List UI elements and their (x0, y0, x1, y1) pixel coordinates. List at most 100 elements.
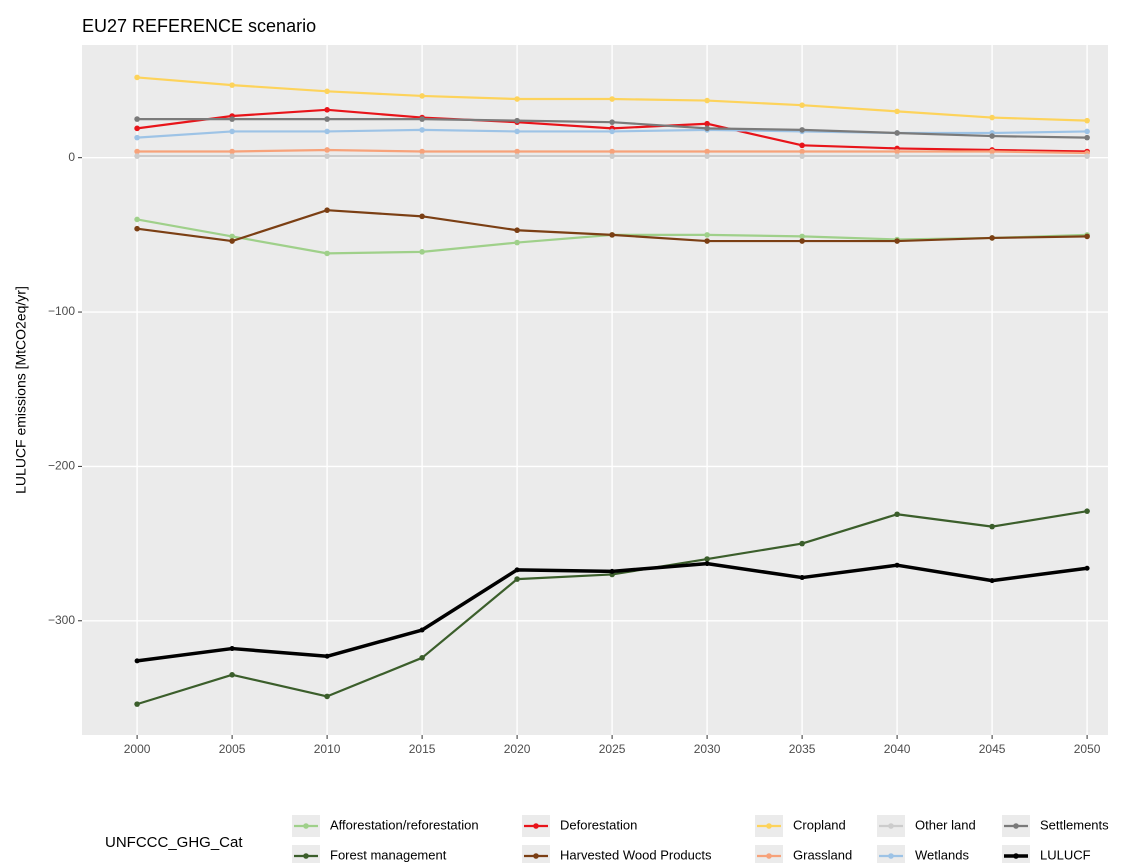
series (134, 116, 1090, 141)
data-point (324, 653, 330, 659)
legend-item: Forest management (292, 845, 447, 863)
data-point (134, 225, 140, 232)
data-point (514, 96, 520, 102)
data-point (799, 233, 805, 240)
data-point (799, 127, 805, 133)
data-point (324, 128, 330, 135)
y-tick-label: −100 (48, 304, 75, 318)
legend-label: Grassland (793, 847, 852, 862)
data-point (704, 561, 710, 567)
data-point (799, 102, 805, 109)
data-point (704, 556, 710, 562)
legend-key-point (303, 853, 309, 859)
data-point (894, 148, 900, 155)
data-point (799, 238, 805, 244)
legend-item: Harvested Wood Products (522, 845, 712, 863)
legend-key-point (1013, 853, 1019, 859)
data-point (514, 239, 520, 246)
data-point (704, 148, 710, 155)
data-point (134, 134, 140, 141)
data-point (989, 133, 995, 139)
x-tick-label: 2010 (314, 742, 341, 756)
legend-title: UNFCCC_GHG_Cat (105, 834, 243, 851)
data-point (989, 114, 995, 121)
data-point (609, 232, 615, 238)
data-point (1084, 565, 1090, 571)
data-point (514, 153, 520, 159)
data-point (229, 233, 235, 240)
data-point (514, 567, 520, 573)
legend-key-point (888, 823, 894, 829)
data-point (229, 238, 235, 244)
data-point (514, 576, 520, 582)
data-point (324, 207, 330, 213)
data-point (514, 128, 520, 135)
data-point (229, 128, 235, 135)
data-point (229, 148, 235, 155)
data-point (704, 125, 710, 132)
chart-title: EU27 REFERENCE scenario (82, 16, 316, 36)
data-point (704, 120, 710, 127)
data-point (1084, 128, 1090, 135)
data-point (419, 627, 425, 633)
data-point (134, 74, 140, 81)
legend-item: Cropland (755, 815, 846, 837)
data-point (324, 693, 330, 700)
y-tick-label: 0 (68, 150, 75, 164)
legend-key-point (533, 823, 539, 829)
y-tick-label: −300 (48, 613, 75, 627)
data-point (704, 153, 710, 159)
legend-label: Settlements (1040, 817, 1109, 832)
legend-key-point (888, 853, 894, 859)
data-point (894, 562, 900, 568)
legend-key-point (533, 853, 539, 859)
y-axis-label: LULUCF emissions [MtCO2eq/yr] (13, 286, 29, 494)
series (134, 153, 1090, 159)
legend-label: Forest management (330, 847, 447, 862)
data-point (134, 116, 140, 122)
legend-item: LULUCF (1002, 845, 1091, 863)
data-point (134, 216, 140, 223)
data-point (229, 153, 235, 159)
data-point (799, 153, 805, 159)
x-tick-label: 2000 (124, 742, 151, 756)
data-point (609, 153, 615, 159)
data-point (894, 108, 900, 115)
legend-item: Settlements (1002, 815, 1109, 837)
data-point (894, 153, 900, 159)
data-point (419, 249, 425, 255)
legend-label: Afforestation/reforestation (330, 817, 479, 832)
legend-label: Other land (915, 817, 976, 832)
data-point (989, 153, 995, 159)
data-point (229, 646, 235, 652)
data-point (419, 116, 425, 122)
legend-label: Harvested Wood Products (560, 847, 712, 862)
data-point (514, 148, 520, 155)
series (134, 74, 1090, 124)
data-point (609, 568, 615, 574)
legend-key-point (1013, 823, 1019, 829)
data-point (1084, 508, 1090, 514)
x-tick-label: 2015 (409, 742, 436, 756)
data-point (419, 148, 425, 155)
x-tick-label: 2020 (504, 742, 531, 756)
legend-label: Deforestation (560, 817, 637, 832)
legend-key-point (766, 823, 772, 829)
data-point (894, 511, 900, 518)
data-point (419, 127, 425, 133)
data-point (989, 578, 995, 584)
x-tick-label: 2045 (979, 742, 1006, 756)
data-point (229, 82, 235, 88)
series (134, 508, 1090, 707)
data-point (324, 147, 330, 153)
y-tick-label: −200 (48, 459, 75, 473)
legend-label: Wetlands (915, 847, 969, 862)
data-point (324, 153, 330, 159)
data-point (609, 148, 615, 155)
data-point (894, 238, 900, 244)
data-point (134, 153, 140, 159)
plot-panel (82, 45, 1108, 735)
data-point (989, 235, 995, 241)
x-tick-label: 2035 (789, 742, 816, 756)
